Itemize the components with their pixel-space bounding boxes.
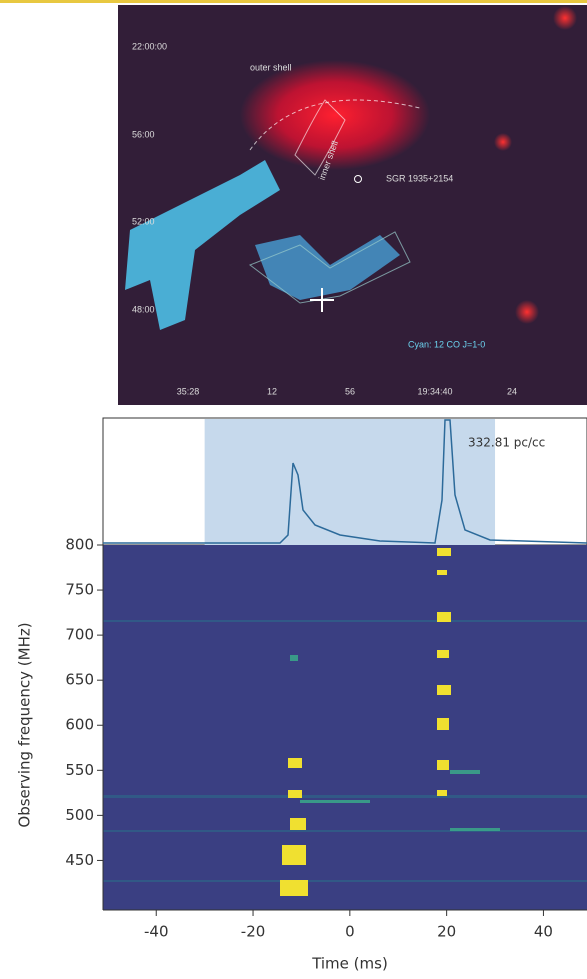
x-tick-label: 40 [534, 923, 553, 941]
sky-image: 22:00:00 56:00 52:00 48:00 35:28 12 56 1… [118, 5, 587, 405]
x-tick-label: -40 [144, 923, 169, 941]
waterfall-panel [103, 545, 587, 910]
y-tick-label: 600 [65, 716, 94, 734]
annotation: 332.81 pc/cc [468, 436, 545, 450]
dec-label: 52:00 [132, 216, 155, 226]
y-tick-label: 700 [65, 626, 94, 644]
x-tick-label: -20 [241, 923, 266, 941]
dec-label: 48:00 [132, 304, 155, 314]
ra-label: 56 [345, 386, 355, 396]
dec-label: 22:00:00 [132, 41, 167, 51]
top-rule [0, 0, 587, 3]
y-tick-label: 800 [65, 536, 94, 554]
ra-label: 35:28 [177, 386, 200, 396]
y-tick-label: 750 [65, 581, 94, 599]
co-legend: Cyan: 12 CO J=1-0 [408, 339, 485, 349]
x-tick-label: 0 [345, 923, 355, 941]
ra-label: 12 [267, 386, 277, 396]
chart: 332.81 pc/cc Time (ms) Observing frequen… [16, 418, 587, 973]
y-tick-label: 500 [65, 806, 94, 824]
x-axis-label: Time (ms) [311, 955, 388, 973]
y-tick-label: 650 [65, 671, 94, 689]
x-tick-label: 20 [437, 923, 456, 941]
y-axis-label: Observing frequency (MHz) [16, 622, 34, 827]
ra-label: 19:34:40 [417, 386, 452, 396]
y-tick-label: 450 [65, 851, 94, 869]
source-label: SGR 1935+2154 [386, 173, 453, 183]
outer-shell-label: outer shell [250, 62, 292, 72]
ra-label: 24 [507, 386, 517, 396]
y-tick-label: 550 [65, 761, 94, 779]
dec-label: 56:00 [132, 129, 155, 139]
